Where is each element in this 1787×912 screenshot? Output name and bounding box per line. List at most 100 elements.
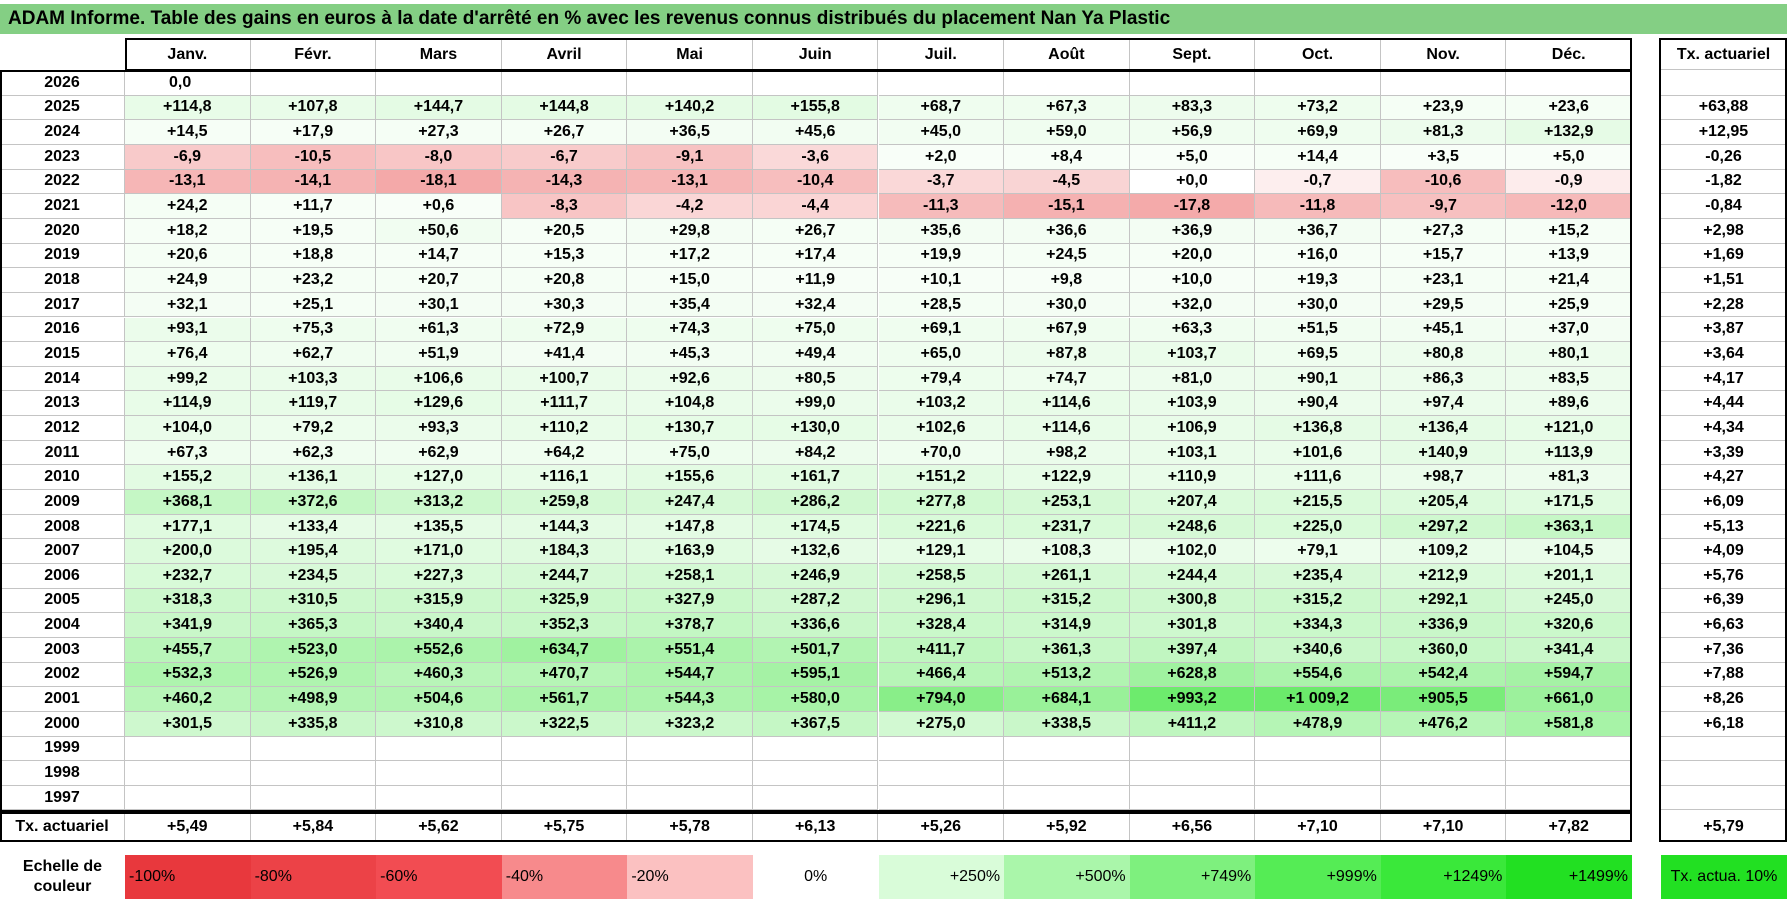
value-cell: +87,8: [1004, 342, 1130, 367]
value-cell: -8,3: [501, 194, 628, 219]
value-cell: +327,9: [627, 588, 753, 614]
value-cell: +100,7: [501, 366, 628, 392]
value-cell: +127,0: [376, 465, 502, 491]
value-cell: +136,8: [1255, 416, 1381, 441]
value-cell: +30,0: [1004, 292, 1130, 318]
year-cell: 2016: [0, 317, 125, 343]
empty-cell: [250, 785, 377, 811]
legend-step: 0%: [752, 855, 879, 899]
year-cell: 2010: [0, 465, 125, 491]
value-cell: +205,4: [1380, 490, 1507, 515]
empty-cell: [878, 761, 1005, 786]
rate-cell: +7,88: [1661, 662, 1787, 688]
month-header: Mars: [376, 40, 502, 70]
value-cell: +35,6: [878, 218, 1005, 244]
value-cell: +245,0: [1506, 588, 1632, 614]
value-cell: +36,7: [1255, 218, 1381, 244]
year-cell: 2014: [0, 366, 125, 392]
value-cell: +225,0: [1255, 514, 1381, 540]
value-cell: +104,8: [627, 391, 753, 417]
value-cell: +23,2: [250, 268, 377, 293]
value-cell: +323,2: [627, 711, 753, 737]
value-cell: +200,0: [125, 539, 251, 564]
year-cell: 2000: [0, 711, 125, 737]
value-cell: +177,1: [125, 514, 251, 540]
month-header: Nov.: [1380, 40, 1507, 70]
value-cell: +11,7: [250, 194, 377, 219]
value-cell: +24,2: [125, 194, 251, 219]
value-cell: -4,2: [627, 194, 753, 219]
year-cell: 2003: [0, 637, 125, 663]
value-cell: +30,1: [376, 292, 502, 318]
value-cell: +580,0: [752, 687, 879, 712]
value-cell: +64,2: [501, 440, 628, 466]
empty-cell: [752, 761, 879, 786]
value-cell: -12,0: [1506, 194, 1632, 219]
month-header: Août: [1004, 40, 1130, 70]
empty-cell: [1129, 71, 1256, 96]
value-cell: +28,5: [878, 292, 1005, 318]
rate-cell: +4,44: [1661, 391, 1787, 417]
value-cell: +132,6: [752, 539, 879, 564]
value-cell: +163,9: [627, 539, 753, 564]
empty-cell: [627, 761, 753, 786]
value-cell: +27,3: [376, 120, 502, 145]
value-cell: +98,2: [1004, 440, 1130, 466]
empty-cell: [1380, 785, 1507, 811]
value-cell: +244,7: [501, 564, 628, 589]
year-cell: 2023: [0, 144, 125, 170]
value-cell: -11,8: [1255, 194, 1381, 219]
empty-cell: [1255, 761, 1381, 786]
value-cell: +261,1: [1004, 564, 1130, 589]
empty-cell: [1506, 71, 1632, 96]
value-cell: +23,6: [1506, 95, 1632, 121]
value-cell: +51,9: [376, 342, 502, 367]
value-cell: +155,8: [752, 95, 879, 121]
rate-cell: +3,87: [1661, 317, 1787, 343]
value-cell: +1 009,2: [1255, 687, 1381, 712]
value-cell: +221,6: [878, 514, 1005, 540]
legend-step: +1249%: [1380, 855, 1507, 899]
value-cell: -13,1: [125, 169, 251, 195]
value-cell: +79,4: [878, 366, 1005, 392]
year-cell: 2019: [0, 243, 125, 269]
value-cell: +325,9: [501, 588, 628, 614]
empty-cell: [250, 71, 377, 96]
value-cell: +11,9: [752, 268, 879, 293]
value-cell: +69,1: [878, 317, 1005, 343]
value-cell: +62,7: [250, 342, 377, 367]
value-cell: +72,9: [501, 317, 628, 343]
value-cell: +227,3: [376, 564, 502, 589]
empty-cell: [1661, 785, 1787, 811]
value-cell: +84,2: [752, 440, 879, 466]
year-cell: 2009: [0, 490, 125, 515]
value-cell: +109,2: [1380, 539, 1507, 564]
empty-cell: [1255, 736, 1381, 762]
value-cell: +542,4: [1380, 662, 1507, 688]
year-cell: 2026: [0, 71, 125, 96]
legend-step: +250%: [878, 855, 1005, 899]
rate-cell: +6,18: [1661, 711, 1787, 737]
value-cell: +470,7: [501, 662, 628, 688]
value-cell: +411,2: [1129, 711, 1256, 737]
value-cell: +286,2: [752, 490, 879, 515]
value-cell: -4,4: [752, 194, 879, 219]
value-cell: +103,1: [1129, 440, 1256, 466]
value-cell: +8,4: [1004, 144, 1130, 170]
legend-step: -80%: [250, 855, 377, 899]
rate-cell: +4,27: [1661, 465, 1787, 491]
value-cell: +129,6: [376, 391, 502, 417]
empty-cell: [1004, 785, 1130, 811]
value-cell: +114,6: [1004, 391, 1130, 417]
footer-value: +5,84: [250, 813, 377, 841]
value-cell: +80,8: [1380, 342, 1507, 367]
value-cell: +24,9: [125, 268, 251, 293]
empty-cell: [376, 785, 502, 811]
value-cell: +301,5: [125, 711, 251, 737]
month-header: Juin: [752, 40, 879, 70]
value-cell: +368,1: [125, 490, 251, 515]
value-cell: +67,3: [1004, 95, 1130, 121]
value-cell: +81,3: [1380, 120, 1507, 145]
value-cell: +114,8: [125, 95, 251, 121]
